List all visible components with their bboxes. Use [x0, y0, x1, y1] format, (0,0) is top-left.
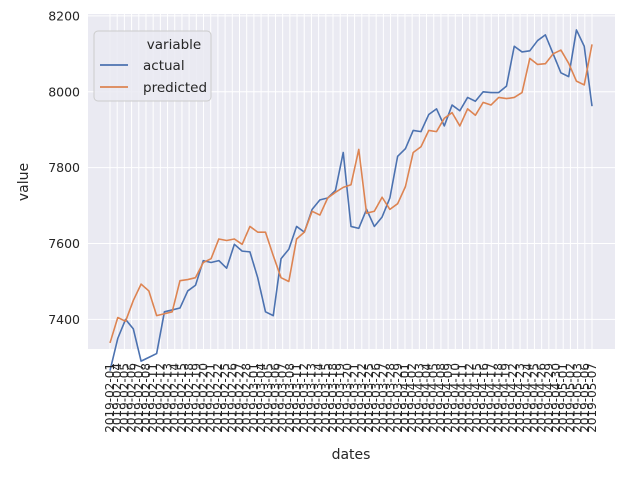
x-tick-label: 2019-03-05 [261, 363, 275, 433]
x-tick-label: 2019-05-02 [563, 363, 577, 433]
x-tick-label: 2019-03-07 [276, 363, 290, 433]
x-tick-label: 2019-02-21 [204, 363, 218, 433]
x-tick-label: 2019-02-27 [232, 363, 246, 433]
x-tick-label: 2019-03-15 [319, 363, 333, 433]
x-tick-label: 2019-04-19 [499, 363, 513, 433]
series-line-actual [109, 29, 593, 371]
x-tick-label: 2019-02-06 [125, 363, 139, 433]
x-tick-label: 2019-04-26 [535, 363, 549, 433]
x-tick-label: 2019-03-14 [312, 363, 326, 433]
x-tick-label: 2019-02-22 [211, 363, 225, 433]
x-tick-label: 2019-02-25 [218, 363, 232, 433]
x-tick-label: 2019-04-01 [398, 363, 412, 433]
y-tick-label: 8200 [48, 8, 80, 23]
x-tick-label: 2019-04-09 [441, 363, 455, 433]
x-axis-title: dates [332, 447, 371, 463]
series-lines [109, 29, 593, 371]
x-tick-label: 2019-04-18 [491, 363, 505, 433]
x-tick-label: 2019-02-04 [110, 363, 124, 433]
y-axis-title: value [16, 163, 32, 201]
x-tick-label: 2019-04-25 [527, 363, 541, 433]
x-tick-label: 2019-04-17 [484, 363, 498, 433]
x-tick-label: 2019-04-02 [405, 363, 419, 433]
x-tick-label: 2019-05-06 [578, 363, 592, 433]
legend-box [93, 30, 212, 102]
x-tick-label: 2019-02-08 [139, 363, 153, 433]
x-tick-label: 2019-04-03 [412, 363, 426, 433]
x-tick-label: 2019-03-21 [348, 363, 362, 433]
x-tick-label: 2019-03-08 [283, 363, 297, 433]
x-tick-label: 2019-04-12 [463, 363, 477, 433]
x-tick-label: 2019-04-22 [506, 363, 520, 433]
x-tick-labels: 2019-02-012019-02-042019-02-052019-02-06… [103, 363, 599, 433]
x-tick-label: 2019-04-30 [549, 363, 563, 433]
x-tick-label: 2019-04-05 [427, 363, 441, 433]
x-tick-label: 2019-04-15 [470, 363, 484, 433]
y-tick-labels: 7400 7600 7800 8000 8200 [48, 8, 80, 327]
y-tick-label: 8000 [48, 84, 80, 99]
x-tick-label: 2019-02-19 [189, 363, 203, 433]
x-tick-label: 2019-02-12 [153, 363, 167, 433]
legend: variable actual predicted [93, 30, 212, 102]
x-tick-label: 2019-04-23 [513, 363, 527, 433]
x-tick-label: 2019-02-26 [225, 363, 239, 433]
x-tick-label: 2019-02-05 [117, 363, 131, 433]
x-tick-label: 2019-03-25 [362, 363, 376, 433]
x-tick-label: 2019-03-22 [355, 363, 369, 433]
x-tick-label: 2019-02-20 [197, 363, 211, 433]
x-tick-label: 2019-03-06 [268, 363, 282, 433]
x-tick-label: 2019-02-14 [168, 363, 182, 433]
x-tick-label: 2019-05-07 [585, 363, 599, 433]
x-tick-label: 2019-03-12 [297, 363, 311, 433]
x-tick-label: 2019-04-11 [456, 363, 470, 433]
x-tick-label: 2019-04-16 [477, 363, 491, 433]
x-tick-label: 2019-03-19 [333, 363, 347, 433]
x-tick-label: 2019-03-28 [384, 363, 398, 433]
x-tick-label: 2019-03-27 [376, 363, 390, 433]
x-tick-label: 2019-03-26 [369, 363, 383, 433]
x-tick-label: 2019-05-03 [571, 363, 585, 433]
x-tick-label: 2019-04-24 [520, 363, 534, 433]
y-tick-label: 7400 [48, 312, 80, 327]
x-tick-label: 2019-02-15 [175, 363, 189, 433]
x-tick-label: 2019-03-04 [254, 363, 268, 433]
x-tick-label: 2019-04-29 [542, 363, 556, 433]
x-tick-label: 2019-02-28 [240, 363, 254, 433]
y-tick-label: 7800 [48, 160, 80, 175]
x-tick-label: 2019-02-07 [132, 363, 146, 433]
x-tick-label: 2019-02-18 [182, 363, 196, 433]
x-tick-label: 2019-03-20 [340, 363, 354, 433]
x-tick-label: 2019-04-10 [448, 363, 462, 433]
y-tick-label: 7600 [48, 236, 80, 251]
x-tick-label: 2019-03-11 [290, 363, 304, 433]
series-line-predicted [109, 44, 593, 344]
x-tick-label: 2019-02-13 [161, 363, 175, 433]
x-tick-label: 2019-03-01 [247, 363, 261, 433]
legend-label-predicted: predicted [143, 80, 207, 96]
x-tick-label: 2019-02-11 [146, 363, 160, 433]
x-tick-label: 2019-03-18 [326, 363, 340, 433]
legend-label-actual: actual [143, 58, 185, 74]
legend-title: variable [147, 37, 201, 53]
x-tick-label: 2019-04-04 [420, 363, 434, 433]
x-tick-label: 2019-02-01 [103, 363, 117, 433]
x-tick-label: 2019-04-08 [434, 363, 448, 433]
x-tick-label: 2019-03-29 [391, 363, 405, 433]
x-tick-label: 2019-05-01 [556, 363, 570, 433]
x-tick-label: 2019-03-13 [304, 363, 318, 433]
